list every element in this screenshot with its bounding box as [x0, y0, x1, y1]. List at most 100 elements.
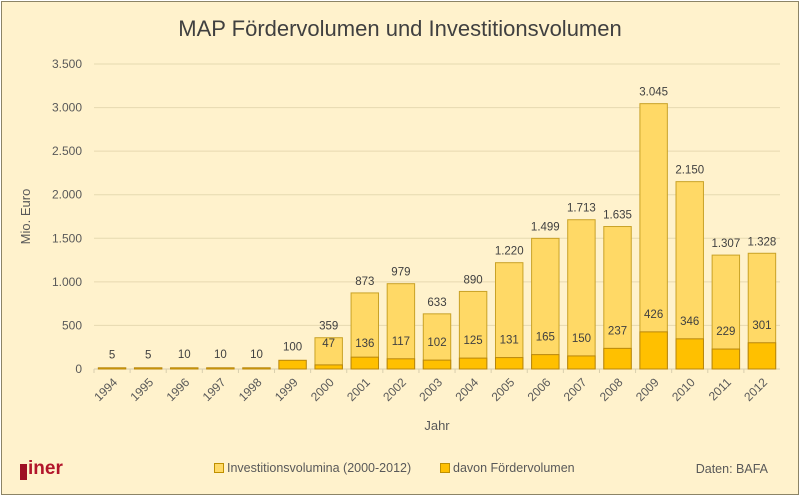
data-label-investition: 1.307 [711, 238, 740, 250]
logo-text: iner [28, 458, 63, 479]
y-tick-label: 3.500 [52, 57, 82, 71]
data-label-foerder: 102 [427, 337, 446, 349]
data-label-foerder: 5 [145, 350, 151, 362]
y-tick-label: 2.000 [52, 188, 82, 202]
data-label-foerder: 125 [464, 335, 483, 347]
data-label-foerder: 165 [536, 332, 555, 344]
data-label-foerder: 47 [322, 338, 335, 350]
data-label-foerder: 346 [680, 316, 699, 328]
bar-foerder [133, 367, 163, 370]
bar-investition [567, 219, 596, 370]
bar-foerder [747, 342, 777, 370]
bar-foerder [170, 367, 199, 370]
y-axis-title: Mio. Euro [18, 189, 33, 245]
legend-item-investition[interactable]: Investitionsvolumina (2000-2012) [214, 461, 411, 475]
data-label-foerder: 10 [214, 349, 227, 361]
x-tick-label: 1995 [127, 375, 156, 404]
data-label-investition: 890 [464, 274, 483, 286]
x-tick-label: 2002 [380, 375, 409, 404]
data-label-foerder: 100 [283, 341, 302, 353]
x-axis-title: Jahr [424, 418, 450, 433]
logo: iner [20, 458, 63, 480]
data-label-foerder: 237 [608, 325, 627, 337]
bar-foerder [711, 348, 741, 370]
legend-label-investition: Investitionsvolumina (2000-2012) [227, 461, 412, 475]
x-tick-label: 1994 [91, 375, 120, 404]
bar-foerder [567, 355, 596, 370]
bar-foerder [458, 357, 488, 370]
bar-foerder [97, 367, 127, 370]
x-tick-label: 2010 [669, 375, 698, 404]
bar-investition [531, 237, 560, 370]
logo-mark-icon [20, 464, 27, 480]
data-label-foerder: 131 [500, 335, 519, 347]
data-label-foerder: 301 [752, 320, 771, 332]
data-label-investition: 359 [319, 321, 338, 333]
legend-label-foerder: davon Fördervolumen [453, 461, 575, 475]
x-tick-label: 2001 [344, 375, 373, 404]
x-tick-label: 2006 [525, 375, 554, 404]
data-label-investition: 1.220 [495, 246, 524, 258]
bar-foerder [386, 358, 416, 370]
x-tick-label: 2003 [416, 375, 445, 404]
data-label-foerder: 10 [178, 349, 191, 361]
bar-foerder [675, 338, 704, 370]
data-label-investition: 3.045 [639, 87, 668, 99]
bar-investition [386, 283, 416, 370]
legend-item-foerder[interactable]: davon Fördervolumen [440, 461, 575, 475]
y-tick-label: 500 [62, 318, 82, 332]
x-tick-label: 2009 [633, 375, 662, 404]
bar-foerder [350, 356, 380, 370]
chart-title: MAP Fördervolumen und Investitionsvolume… [178, 16, 622, 41]
data-label-investition: 633 [427, 297, 446, 309]
x-tick-label: 1998 [236, 375, 265, 404]
x-tick-label: 2005 [489, 375, 518, 404]
data-label-investition: 979 [391, 267, 410, 279]
y-tick-label: 1.500 [52, 231, 82, 245]
data-label-foerder: 136 [355, 338, 374, 350]
data-label-investition: 873 [355, 276, 374, 288]
data-label-foerder: 150 [572, 333, 591, 345]
y-tick-label: 2.500 [52, 144, 82, 158]
legend-swatch-foerder [440, 463, 450, 473]
data-label-foerder: 426 [644, 309, 663, 321]
bar-foerder [639, 331, 668, 370]
x-tick-label: 2008 [597, 375, 626, 404]
x-tick-label: 2007 [561, 375, 590, 404]
x-tick-label: 1999 [272, 375, 301, 404]
data-label-foerder: 229 [716, 326, 735, 338]
legend-swatch-investition [214, 463, 224, 473]
data-label-investition: 1.328 [748, 236, 777, 248]
y-tick-label: 0 [75, 362, 82, 376]
bar-investition [458, 290, 488, 370]
x-tick-label: 1997 [200, 375, 229, 404]
bar-investition [639, 103, 668, 370]
x-tick-label: 2000 [308, 375, 337, 404]
y-tick-label: 3.000 [52, 101, 82, 115]
data-label-investition: 2.150 [675, 165, 704, 177]
bar-foerder [242, 367, 271, 370]
data-source: Daten: BAFA [695, 462, 768, 476]
bar-foerder [314, 364, 343, 370]
x-tick-label: 1996 [164, 375, 193, 404]
data-label-foerder: 10 [250, 349, 263, 361]
bar-investition [350, 292, 380, 370]
bar-foerder [278, 359, 307, 370]
bar-foerder [422, 359, 452, 370]
data-label-investition: 1.635 [603, 210, 632, 222]
data-label-investition: 1.713 [567, 203, 596, 215]
bar-foerder [206, 367, 235, 370]
x-tick-label: 2012 [741, 375, 770, 404]
bar-investition [603, 226, 632, 370]
bar-foerder [494, 357, 524, 370]
data-label-investition: 1.499 [531, 221, 560, 233]
y-tick-label: 1.000 [52, 275, 82, 289]
x-tick-label: 2004 [452, 375, 481, 404]
bar-investition [314, 337, 343, 370]
data-label-foerder: 5 [109, 350, 115, 362]
bar-foerder [531, 354, 560, 370]
data-label-foerder: 117 [392, 336, 410, 348]
x-tick-label: 2011 [706, 375, 734, 403]
